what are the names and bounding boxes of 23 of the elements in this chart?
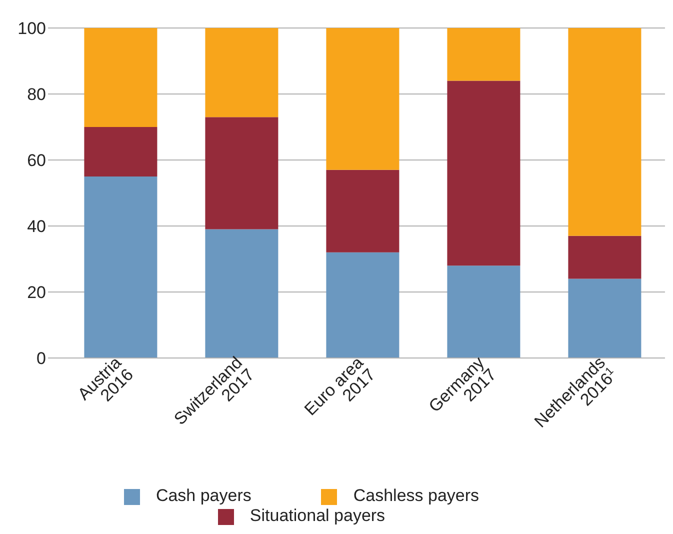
- bar: [205, 117, 278, 230]
- legend-label: Cashless payers: [353, 486, 480, 505]
- y-tick-label: 0: [36, 349, 46, 368]
- bar: [326, 28, 400, 170]
- y-tick-label: 40: [27, 217, 46, 236]
- y-tick-label: 100: [18, 19, 46, 38]
- bar: [447, 80, 520, 266]
- bar: [326, 252, 400, 358]
- legend-label: Situational payers: [250, 506, 386, 525]
- bar: [205, 28, 278, 118]
- bar: [84, 28, 158, 127]
- bar: [326, 170, 400, 252]
- bar: [568, 278, 642, 358]
- bar: [568, 236, 642, 279]
- bar: [84, 127, 158, 176]
- y-tick-label: 80: [27, 85, 46, 104]
- bar: [84, 176, 158, 358]
- bar: [568, 28, 642, 236]
- bar: [447, 28, 520, 81]
- y-tick-label: 20: [27, 283, 46, 302]
- bar: [447, 266, 520, 358]
- legend-label: Cash payers: [156, 486, 252, 505]
- y-tick-label: 60: [27, 151, 46, 170]
